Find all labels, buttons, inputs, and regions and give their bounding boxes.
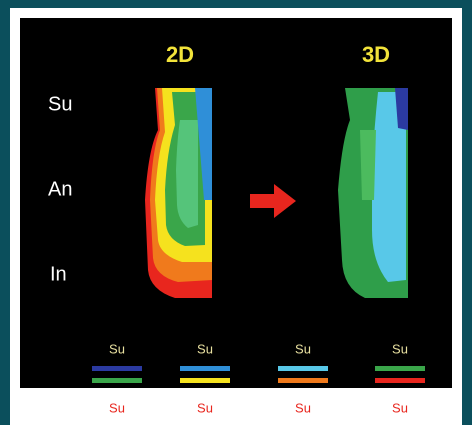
legend-label: Su xyxy=(295,341,311,356)
caption-label: Su xyxy=(392,400,408,415)
row-label: An xyxy=(48,178,72,200)
panel-title: 2D xyxy=(166,42,194,67)
caption-label: Su xyxy=(109,400,125,415)
row-label: In xyxy=(50,263,67,285)
panel-title: 3D xyxy=(362,42,390,67)
caption-label: Su xyxy=(295,400,311,415)
legend-label: Su xyxy=(109,341,125,356)
legend-label: Su xyxy=(197,341,213,356)
figure: 2D 3D Su An In Su Su Su Su Su Su Su Su xyxy=(0,0,472,425)
page: 2D 3D Su An In Su Su Su Su Su Su Su Su (… xyxy=(0,0,472,425)
legend-label: Su xyxy=(392,341,408,356)
caption-label: Su xyxy=(197,400,213,415)
row-label: Su xyxy=(48,93,72,115)
